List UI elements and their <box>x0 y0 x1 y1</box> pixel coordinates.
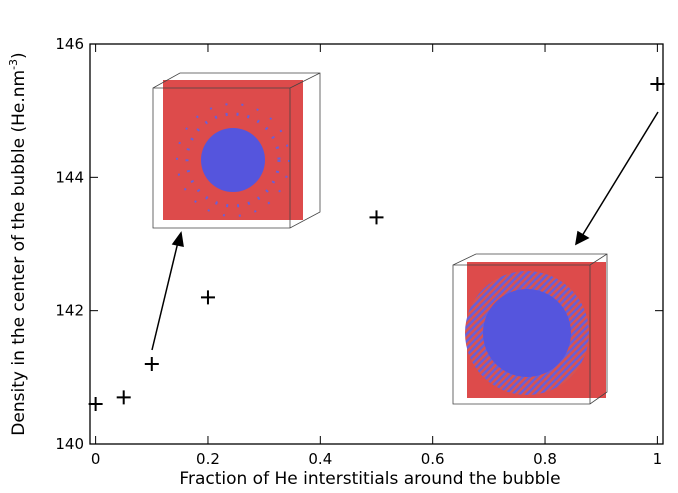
x-tick-label: 1 <box>653 450 663 468</box>
arrow <box>151 111 659 351</box>
x-axis-label: Fraction of He interstitials around the … <box>179 469 560 489</box>
y-tick-label: 146 <box>55 35 84 53</box>
x-tick-label: 0.2 <box>196 450 220 468</box>
y-axis-label-close: ) <box>9 52 29 59</box>
inset-image <box>452 253 608 405</box>
x-tick-label: 0 <box>91 450 101 468</box>
x-tick-label: 0.6 <box>421 450 445 468</box>
data-point <box>116 390 131 405</box>
y-tick-label: 140 <box>55 435 84 453</box>
inset-image <box>152 72 321 229</box>
data-point <box>369 210 384 225</box>
x-tick-label: 0.4 <box>308 450 332 468</box>
y-axis-label-main: Density in the center of the bubble (He.… <box>9 70 29 436</box>
data-point <box>88 397 103 411</box>
data-point <box>200 290 215 305</box>
plot-frame <box>89 43 664 445</box>
y-tick-label: 144 <box>55 168 84 186</box>
y-tick-label: 142 <box>55 302 84 320</box>
y-axis-label-superscript: -3 <box>7 59 20 70</box>
y-axis-label: Density in the center of the bubble (He.… <box>7 52 29 435</box>
data-point <box>650 77 665 91</box>
x-tick-label: 0.8 <box>533 450 557 468</box>
data-point <box>144 357 159 371</box>
